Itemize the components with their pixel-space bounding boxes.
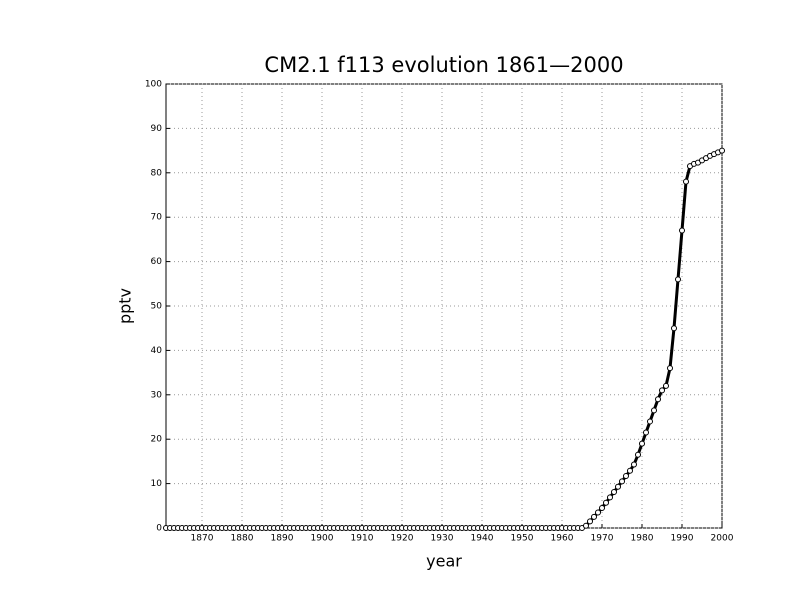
data-point — [583, 522, 589, 529]
data-point — [639, 440, 645, 447]
data-point — [591, 513, 597, 520]
data-point — [631, 461, 637, 468]
x-tick-label: 1920 — [391, 534, 414, 544]
y-tick-label: 100 — [145, 80, 162, 90]
data-point — [663, 382, 669, 389]
data-point — [603, 499, 609, 506]
y-tick-label: 80 — [151, 168, 163, 178]
data-point — [655, 396, 661, 403]
data-point — [647, 418, 653, 425]
y-tick-label: 70 — [151, 213, 163, 223]
data-point — [599, 505, 605, 512]
data-point — [683, 178, 689, 185]
data-point — [671, 325, 677, 332]
x-tick-label: 1950 — [511, 534, 534, 544]
y-tick-label: 10 — [151, 479, 163, 489]
y-tick-label: 60 — [151, 257, 163, 267]
data-point — [587, 518, 593, 525]
x-tick-label: 1960 — [551, 534, 574, 544]
chart-title: CM2.1 f113 evolution 1861—2000 — [264, 53, 623, 77]
x-tick-label: 1940 — [471, 534, 494, 544]
data-line — [166, 149, 723, 530]
y-tick-label: 20 — [151, 435, 163, 445]
data-point — [623, 473, 629, 480]
x-tick-label: 1980 — [631, 534, 654, 544]
x-tick-label: 2000 — [711, 534, 734, 544]
data-point — [651, 407, 657, 414]
y-tick-label: 0 — [156, 524, 162, 534]
data-point — [611, 489, 617, 496]
data-point — [675, 276, 681, 283]
data-point — [719, 147, 725, 154]
y-tick-label: 30 — [151, 390, 163, 400]
y-axis-label: pptv — [116, 288, 135, 324]
x-tick-label: 1930 — [431, 534, 454, 544]
x-tick-label: 1880 — [231, 534, 254, 544]
data-point — [595, 509, 601, 516]
y-tick-label: 90 — [151, 124, 163, 134]
x-axis-label: year — [426, 552, 462, 571]
x-tick-label: 1990 — [671, 534, 694, 544]
y-tick-label: 40 — [151, 346, 163, 356]
x-tick-label: 1870 — [191, 534, 214, 544]
data-point — [667, 365, 673, 372]
x-tick-label: 1910 — [351, 534, 374, 544]
data-point — [643, 429, 649, 436]
data-point — [627, 467, 633, 474]
x-tick-label: 1970 — [591, 534, 614, 544]
data-point — [679, 227, 685, 234]
data-point — [619, 478, 625, 485]
data-point — [659, 387, 665, 394]
y-tick-label: 50 — [151, 302, 163, 312]
x-tick-label: 1900 — [311, 534, 334, 544]
data-point — [635, 451, 641, 458]
x-tick-label: 1890 — [271, 534, 294, 544]
data-point — [615, 483, 621, 490]
data-point — [607, 494, 613, 501]
